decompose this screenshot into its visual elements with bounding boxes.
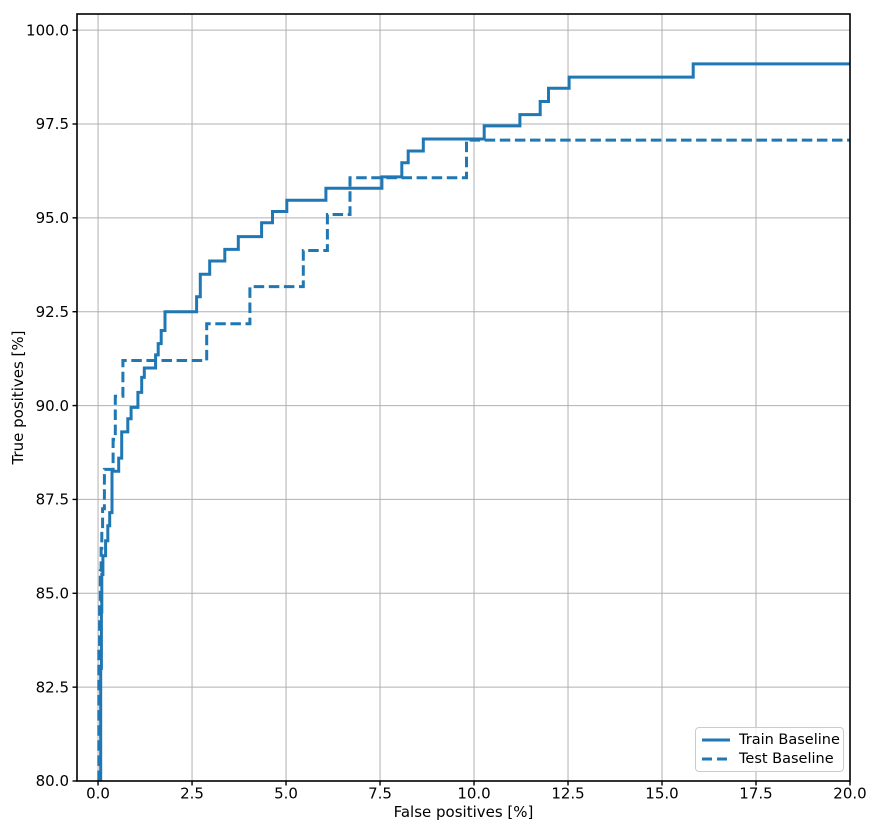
y-axis-label: True positives [%] bbox=[9, 330, 27, 465]
axes-border bbox=[76, 13, 851, 782]
train-baseline-line bbox=[99, 62, 850, 781]
x-tick-label: 7.5 bbox=[368, 785, 392, 803]
legend-label-train: Train Baseline bbox=[739, 732, 840, 748]
x-tick-label: 17.5 bbox=[739, 785, 772, 803]
y-tick-label: 97.5 bbox=[36, 115, 69, 133]
x-tick-label: 2.5 bbox=[180, 785, 204, 803]
train-line-sample-icon bbox=[702, 738, 730, 742]
y-tick-label: 95.0 bbox=[36, 209, 69, 227]
y-tick-label: 100.0 bbox=[26, 21, 69, 39]
legend-entry-train: Train Baseline bbox=[702, 731, 840, 750]
y-tick-label: 87.5 bbox=[36, 491, 69, 509]
legend-entry-test: Test Baseline bbox=[702, 750, 837, 769]
x-tick-label: 20.0 bbox=[833, 785, 866, 803]
y-tick-label: 90.0 bbox=[36, 397, 69, 415]
test-line-sample-icon bbox=[702, 757, 730, 761]
x-tick-label: 0.0 bbox=[86, 785, 110, 803]
y-tick-label: 80.0 bbox=[36, 772, 69, 790]
x-axis-label: False positives [%] bbox=[394, 803, 534, 821]
x-tick-label: 10.0 bbox=[457, 785, 490, 803]
legend: Train Baseline Test Baseline bbox=[695, 727, 844, 772]
x-tick-label: 5.0 bbox=[274, 785, 298, 803]
x-tick-label: 15.0 bbox=[645, 785, 678, 803]
y-tick-label: 92.5 bbox=[36, 303, 69, 321]
x-tick-label: 12.5 bbox=[551, 785, 584, 803]
test-baseline-line bbox=[97, 138, 850, 781]
legend-label-test: Test Baseline bbox=[739, 750, 834, 767]
y-tick-label: 85.0 bbox=[36, 584, 69, 602]
y-tick-label: 82.5 bbox=[36, 678, 69, 696]
